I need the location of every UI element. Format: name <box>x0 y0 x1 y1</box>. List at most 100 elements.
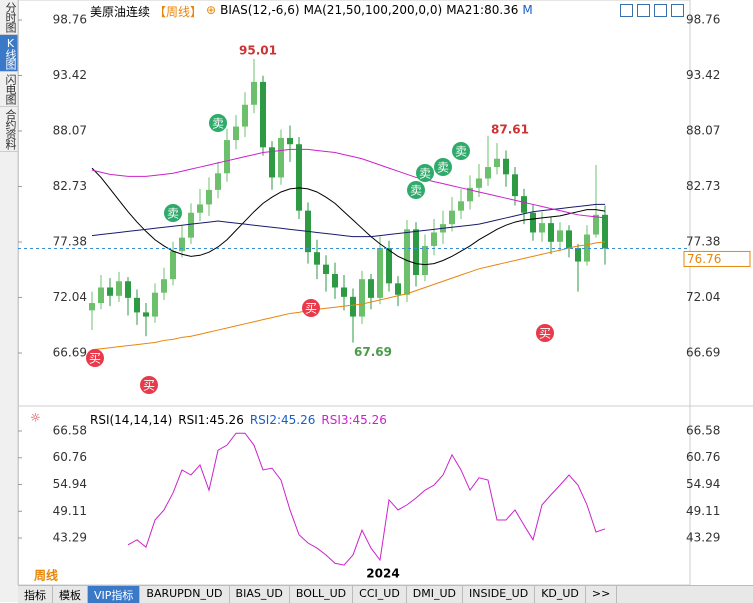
tab-bar: 指标 模板 VIP指标 BARUPDN_UD BIAS_UD BOLL_UD CCI_UD D… <box>18 585 753 603</box>
candle-body <box>449 210 455 225</box>
candle-body <box>323 264 329 274</box>
candle-body <box>539 223 545 233</box>
side-tab[interactable]: 分时图 <box>0 0 18 35</box>
sell-signal <box>407 181 425 199</box>
bias: BIAS(12,-6,6) <box>220 3 300 17</box>
buy-signal <box>86 349 104 367</box>
y-tick-label-right: 60.76 <box>686 450 720 464</box>
high-label: 87.61 <box>491 122 529 136</box>
sell-signal <box>452 142 470 160</box>
high-label: 95.01 <box>239 43 277 57</box>
candle-body <box>485 167 491 179</box>
sell-text: 卖 <box>437 161 449 175</box>
candle-body <box>341 287 347 297</box>
bottom-tab[interactable]: BARUPDN_UD <box>140 586 230 603</box>
candle-body <box>89 303 95 311</box>
candle-body <box>116 281 122 296</box>
bottom-tab[interactable]: >> <box>586 586 618 603</box>
sell-signal <box>209 114 227 132</box>
last-price-label: 76.76 <box>687 252 721 266</box>
buy-signal <box>536 324 554 342</box>
y-tick-label-right: 72.04 <box>686 290 720 304</box>
buy-text: 买 <box>539 327 551 341</box>
candle-body <box>143 312 149 317</box>
chart: ☼ 2024 周线 66.69 66.69 72.04 72.04 77.38 77.38… <box>17 0 753 585</box>
candle-body <box>170 251 176 280</box>
candle-body <box>161 279 167 293</box>
side-tab[interactable]: 合约资料 <box>0 107 18 152</box>
period-label[interactable]: 周线 <box>34 568 58 583</box>
bottom-tab[interactable]: 指标 <box>18 586 53 603</box>
sell-text: 卖 <box>410 184 422 198</box>
y-tick-label: 43.29 <box>53 531 87 545</box>
candle-body <box>179 237 185 252</box>
y-tick-label: 66.69 <box>53 345 87 359</box>
candle-body <box>98 287 104 304</box>
tool[interactable] <box>637 4 650 17</box>
candle-body <box>593 214 599 235</box>
candle-body <box>458 201 464 211</box>
y-tick-label: 49.11 <box>53 504 87 518</box>
legend-entry: RSI1:45.26 <box>178 413 244 427</box>
candle-body <box>152 292 158 317</box>
bottom-tab[interactable]: INSIDE_UD <box>463 586 536 603</box>
candle-body <box>134 297 140 313</box>
y-tick-label-right: 54.94 <box>686 477 720 491</box>
ma-line <box>91 241 606 351</box>
ma-line <box>91 167 606 266</box>
y-tick-label-right: 82.73 <box>686 179 720 193</box>
candle-body <box>386 248 392 284</box>
candle-body <box>467 187 473 202</box>
candle-body <box>395 283 401 295</box>
bottom-tab[interactable]: KD_UD <box>535 586 586 603</box>
bottom-tab[interactable]: VIP指标 <box>88 586 141 603</box>
y-tick-label: 77.38 <box>53 235 87 249</box>
sell-text: 卖 <box>212 117 224 131</box>
legend-entry: RSI3:45.26 <box>321 413 387 427</box>
candle-body <box>350 296 356 317</box>
buy-text: 买 <box>89 352 101 366</box>
candle-body <box>377 248 383 298</box>
candle-body <box>269 147 275 178</box>
candle-body <box>215 173 221 190</box>
legend-entry: RSI2:45.26 <box>249 413 316 427</box>
y-tick-label-right: 88.07 <box>686 124 720 138</box>
y-tick-label-right: 98.76 <box>686 13 720 27</box>
ma-line <box>91 203 605 238</box>
candle-body <box>404 229 410 295</box>
toolbar <box>620 4 684 17</box>
candle-body <box>314 252 320 265</box>
side-tab[interactable]: K线图 <box>0 35 18 72</box>
y-tick-label-right: 66.69 <box>686 345 720 359</box>
side-tab[interactable]: 闪电图 <box>0 72 18 107</box>
candle-body <box>296 144 302 211</box>
candle-body <box>512 174 518 197</box>
symbol: 美原油连续 <box>90 5 151 19</box>
sell-signal <box>164 204 182 222</box>
rsi-title: RSI(14,14,14) <box>90 413 173 427</box>
candle-body <box>476 178 482 188</box>
bottom-tab[interactable]: BOLL_UD <box>290 586 354 603</box>
period[interactable]: 【周线】 <box>154 5 203 19</box>
sell-signal <box>434 158 452 176</box>
y-tick-label: 93.42 <box>53 68 87 82</box>
ma: MA(21,50,100,200,0,0) <box>303 3 443 17</box>
bottom-tab[interactable]: 模板 <box>53 586 88 603</box>
candle-body <box>278 137 284 178</box>
bottom-tab[interactable]: DMI_UD <box>407 586 464 603</box>
bottom-tab[interactable]: CCI_UD <box>353 586 407 603</box>
y-tick-label: 88.07 <box>53 124 87 138</box>
ma-line <box>91 148 606 219</box>
candle-body <box>287 137 293 145</box>
bottom-tab[interactable]: BIAS_UD <box>230 586 290 603</box>
candle-body <box>530 212 536 233</box>
y-tick-label-right: 77.38 <box>686 235 720 249</box>
tool[interactable] <box>654 4 667 17</box>
candle-body <box>197 204 203 213</box>
sell-text: 卖 <box>419 167 431 181</box>
tool[interactable] <box>620 4 633 17</box>
icon[interactable]: ⊕ <box>206 3 217 17</box>
sidebar: 分时图 K线图 闪电图 合约资料 <box>0 0 19 602</box>
tool[interactable] <box>671 4 684 17</box>
